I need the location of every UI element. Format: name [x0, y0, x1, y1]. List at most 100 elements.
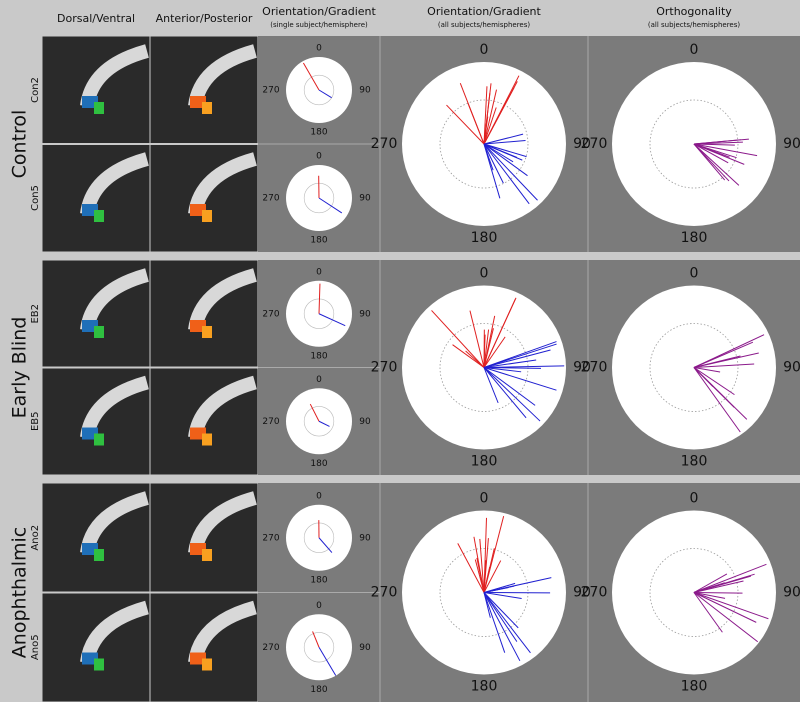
polar-label: 0 [480, 491, 489, 507]
roi [94, 433, 104, 446]
subject-label: Ano5 [30, 634, 41, 660]
polar-label: 0 [480, 42, 489, 58]
orientation-line [302, 62, 320, 91]
orientation-line [693, 573, 728, 593]
orientation-line [693, 143, 737, 159]
polar-label: 270 [371, 585, 398, 601]
orientation-line [483, 143, 518, 158]
polar-label: 0 [316, 152, 322, 162]
polar-label: 270 [262, 309, 279, 319]
polar-label: 180 [310, 459, 327, 469]
polar-label: 270 [371, 136, 398, 152]
polar-label: 0 [690, 491, 699, 507]
orientation-line [483, 367, 527, 419]
roi [94, 326, 104, 338]
polar-label: 180 [681, 679, 708, 695]
polar-label: 180 [681, 230, 708, 246]
polar-ring [303, 406, 335, 437]
orientation-line [693, 592, 769, 620]
orientation-line [483, 92, 491, 145]
orientation-line [693, 139, 741, 145]
roi [202, 549, 212, 561]
orientation-line [465, 350, 485, 368]
polar-label: 0 [690, 266, 699, 282]
orientation-line [693, 143, 758, 157]
column-subtitle: (all subjects/hemispheres) [438, 21, 531, 29]
column-subtitle: (single subject/hemisphere) [270, 21, 368, 29]
orientation-line [483, 359, 537, 368]
subject-label: Ano2 [30, 525, 41, 551]
orientation-line [431, 310, 485, 368]
polar-label: 90 [783, 585, 800, 601]
polar-label: 0 [480, 266, 489, 282]
orientation-line [318, 420, 330, 427]
separator [42, 591, 258, 594]
separator [42, 366, 258, 369]
polar-label: 90 [783, 360, 800, 376]
column-title: Orthogonality [656, 5, 732, 18]
orientation-line [483, 592, 521, 662]
orientation-line [483, 89, 497, 145]
roi [94, 210, 104, 222]
polar-label: 180 [310, 685, 327, 695]
subject-label: EB5 [30, 411, 41, 431]
polar-label: 270 [262, 417, 279, 427]
orientation-line [483, 297, 517, 368]
subject-label: Con5 [30, 185, 41, 211]
polar-label: 270 [262, 194, 279, 204]
polar-label: 270 [262, 643, 279, 653]
roi [202, 102, 212, 114]
orientation-line [693, 367, 735, 408]
group-label: Early Blind [9, 317, 31, 419]
orientation-line [483, 538, 489, 593]
orientation-line [483, 367, 541, 369]
orientation-line [318, 313, 346, 327]
orientation-line [693, 143, 729, 164]
roi [202, 433, 212, 446]
orientation-line [693, 143, 740, 186]
orientation-line [693, 592, 723, 633]
header-cell [588, 0, 800, 36]
orientation-line [483, 143, 514, 163]
orientation-line [483, 143, 527, 158]
orientation-line [457, 543, 485, 593]
orientation-line [693, 367, 735, 396]
orientation-line [483, 586, 509, 593]
orientation-line [483, 75, 520, 145]
polar-label: 90 [359, 643, 371, 653]
column-title: Orientation/Gradient [427, 5, 541, 18]
polar-label: 90 [359, 194, 371, 204]
roi [202, 326, 212, 338]
orientation-line [693, 592, 757, 623]
orientation-line [483, 560, 502, 593]
orientation-line [693, 143, 745, 165]
orientation-line [483, 336, 506, 368]
orientation-line [693, 592, 726, 599]
subject-label: Con2 [30, 77, 41, 103]
polar-label: 0 [316, 601, 322, 611]
polar-label: 90 [573, 360, 591, 376]
polar-ring [649, 548, 739, 637]
orientation-line [483, 592, 491, 618]
polar-label: 180 [471, 230, 498, 246]
group-label: Anophthalmic [9, 527, 31, 658]
roi [202, 210, 212, 222]
orientation-line [483, 86, 488, 145]
polar-label: 90 [359, 417, 371, 427]
orientation-line [483, 315, 496, 368]
orientation-line [309, 403, 320, 422]
orientation-line [474, 559, 485, 593]
orientation-line [483, 143, 528, 177]
roi [94, 658, 104, 671]
orientation-line [483, 329, 490, 368]
header-cell [258, 0, 380, 36]
polar-ring [303, 74, 335, 106]
orientation-line [483, 140, 526, 145]
polar-label: 90 [359, 533, 371, 543]
polar-label: 180 [310, 236, 327, 246]
orientation-line [483, 592, 522, 600]
orientation-line [693, 355, 741, 368]
orientation-line [446, 104, 485, 145]
orientation-line [483, 133, 524, 145]
orientation-line [483, 367, 522, 373]
